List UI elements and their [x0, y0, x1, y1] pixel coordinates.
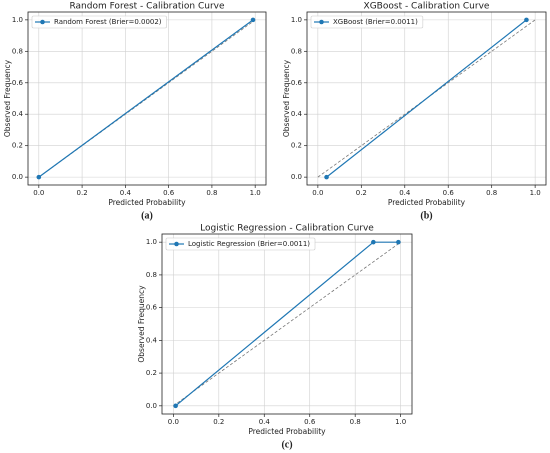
legend-marker [174, 241, 179, 247]
x-tick-label: 0.6 [304, 418, 316, 426]
y-tick-label: 1.0 [12, 16, 23, 24]
legend-label: Logistic Regression (Brier=0.0011) [188, 240, 310, 248]
legend-box [165, 237, 316, 251]
y-tick-label: 0.0 [146, 402, 157, 410]
data-point [371, 239, 376, 245]
y-tick-label: 0.8 [12, 47, 23, 55]
y-axis-label: Observed Frequency [137, 285, 146, 363]
y-tick-label: 0.2 [12, 142, 23, 150]
x-tick-label: 1.0 [395, 418, 406, 426]
data-point [324, 174, 329, 180]
reference-line [173, 241, 401, 407]
y-tick-label: 1.0 [146, 238, 157, 246]
x-tick-label: 0.4 [120, 189, 132, 197]
x-tick-label: 1.0 [530, 189, 541, 197]
x-tick-label: 0.0 [33, 189, 44, 197]
x-tick-label: 0.2 [213, 418, 224, 426]
legend-label: Random Forest (Brier=0.0002) [54, 18, 162, 26]
series-line [326, 19, 527, 178]
data-point [250, 17, 256, 23]
chart-title: XGBoost - Calibration Curve [364, 2, 490, 12]
x-tick-label: 0.6 [163, 189, 175, 197]
chart-title: Random Forest - Calibration Curve [69, 2, 225, 12]
x-axis-label: Predicted Probability [108, 198, 186, 207]
y-tick-label: 0.6 [12, 79, 24, 87]
legend: XGBoost (Brier=0.0011) [310, 15, 424, 29]
legend-box [310, 15, 424, 29]
y-tick-label: 0.8 [146, 271, 157, 279]
data-point [396, 239, 401, 245]
legend-label: XGBoost (Brier=0.0011) [333, 18, 418, 26]
plot-frame [306, 11, 547, 186]
y-tick-label: 0.0 [12, 173, 23, 181]
chart-title: Logistic Regression - Calibration Curve [200, 224, 374, 234]
legend: Logistic Regression (Brier=0.0011) [165, 237, 316, 251]
legend-box [31, 15, 167, 29]
x-tick-label: 0.8 [206, 189, 217, 197]
panel-label: (b) [420, 210, 432, 221]
x-tick-label: 0.0 [168, 418, 179, 426]
x-tick-label: 0.0 [312, 189, 323, 197]
x-axis-label: Predicted Probability [388, 198, 466, 207]
x-tick-label: 0.2 [77, 189, 88, 197]
y-tick-label: 1.0 [291, 16, 302, 24]
x-axis-label: Predicted Probability [248, 427, 326, 436]
y-tick-label: 0.4 [291, 110, 303, 118]
x-tick-label: 1.0 [250, 189, 261, 197]
x-tick-label: 0.4 [399, 189, 411, 197]
y-tick-label: 0.6 [291, 79, 303, 87]
legend: Random Forest (Brier=0.0002) [31, 15, 167, 29]
y-tick-label: 0.4 [146, 336, 158, 344]
y-tick-label: 0.4 [12, 110, 24, 118]
data-point [36, 174, 42, 180]
data-point [524, 17, 529, 23]
legend-marker [40, 19, 45, 25]
panel-label: (c) [281, 439, 292, 450]
panel-label: (a) [141, 210, 153, 221]
legend-marker [319, 19, 324, 25]
reference-line [38, 19, 256, 178]
x-tick-label: 0.6 [443, 189, 455, 197]
series-line [38, 19, 254, 178]
x-tick-label: 0.4 [259, 418, 271, 426]
x-tick-label: 0.8 [486, 189, 497, 197]
y-tick-label: 0.2 [291, 142, 302, 150]
y-tick-label: 0.2 [146, 369, 157, 377]
y-axis-label: Observed Frequency [3, 59, 12, 137]
y-tick-label: 0.0 [291, 173, 302, 181]
plot-frame [161, 233, 413, 415]
x-tick-label: 0.2 [356, 189, 367, 197]
y-tick-label: 0.8 [291, 47, 302, 55]
x-tick-label: 0.8 [350, 418, 361, 426]
y-axis-label: Observed Frequency [282, 59, 291, 137]
y-tick-label: 0.6 [146, 304, 158, 312]
data-point [173, 403, 178, 409]
plot-frame [27, 11, 267, 186]
